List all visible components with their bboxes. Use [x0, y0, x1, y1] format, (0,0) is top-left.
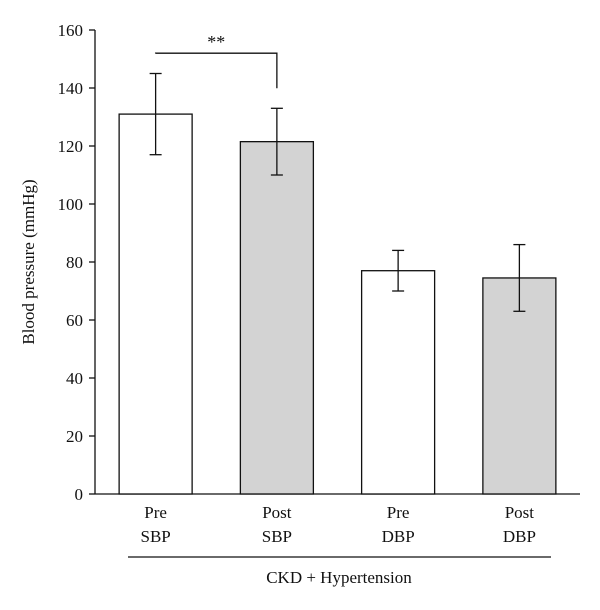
y-tick-label: 160 — [58, 21, 84, 40]
y-tick-label: 20 — [66, 427, 83, 446]
y-tick-label: 0 — [75, 485, 84, 504]
category-label-line1: Pre — [387, 503, 410, 522]
bar-1 — [239, 140, 315, 495]
y-tick-label: 80 — [66, 253, 83, 272]
x-axis-categories: Pre SBP Post SBP Pre DBP Post DBP — [141, 503, 536, 546]
y-axis: 0 20 40 60 80 100 120 140 160 — [58, 21, 580, 504]
category-label-line2: SBP — [262, 527, 292, 546]
category-label-line2: SBP — [141, 527, 171, 546]
group-label: CKD + Hypertension — [266, 568, 412, 587]
category-label-line1: Post — [262, 503, 292, 522]
significance-label: ** — [207, 32, 225, 52]
bar-0 — [118, 113, 193, 495]
y-tick-label: 100 — [58, 195, 84, 214]
category-label-line2: DBP — [503, 527, 536, 546]
y-tick-label: 120 — [58, 137, 84, 156]
significance-bracket: ** — [154, 32, 278, 89]
category-label-line1: Post — [505, 503, 535, 522]
significance-line — [154, 52, 278, 89]
y-tick-label: 60 — [66, 311, 83, 330]
error-bars — [149, 72, 526, 312]
bars — [118, 113, 557, 495]
category-label-line2: DBP — [382, 527, 415, 546]
y-tick-label: 40 — [66, 369, 83, 388]
bar-2 — [360, 270, 436, 495]
y-tick-label: 140 — [58, 79, 84, 98]
y-axis-label: Blood pressure (mmHg) — [19, 179, 38, 344]
category-label-line1: Pre — [144, 503, 167, 522]
bar-3 — [482, 277, 557, 495]
